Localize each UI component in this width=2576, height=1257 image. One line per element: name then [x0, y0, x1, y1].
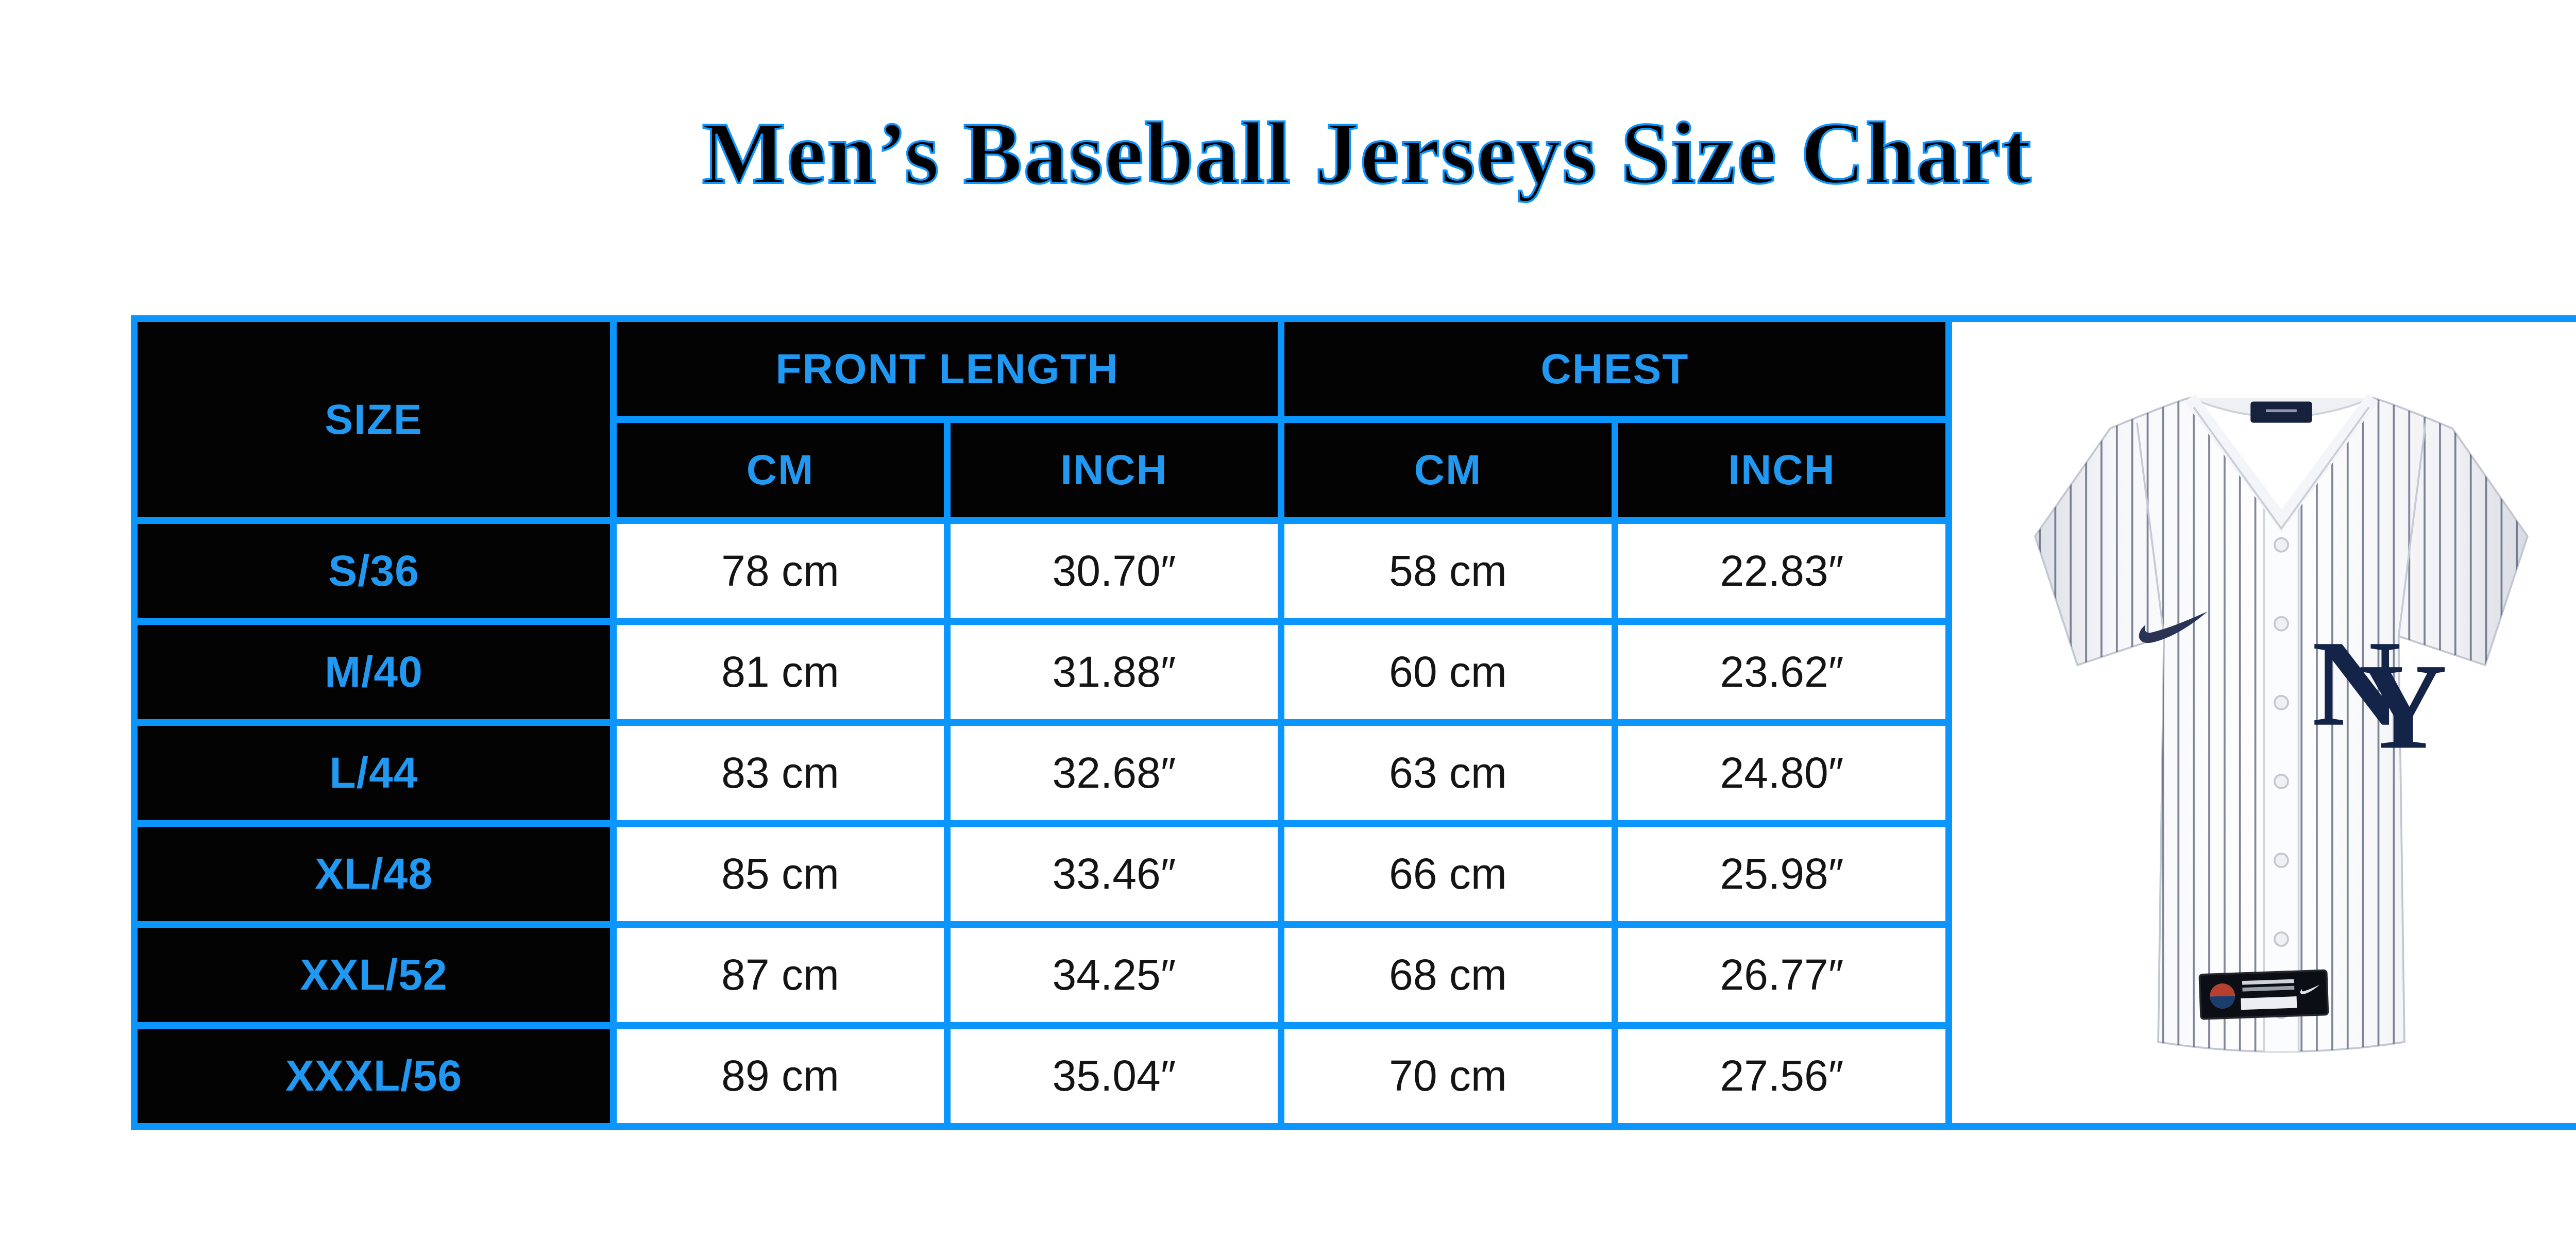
front-cm-cell: 81 cm: [610, 618, 951, 726]
table-row: L/44 83 cm 32.68″ 63 cm 24.80″: [131, 719, 1953, 827]
front-cm-cell: 87 cm: [610, 921, 951, 1029]
front-inch-cell: 34.25″: [944, 921, 1284, 1029]
header-chest-cm: CM: [1278, 416, 1618, 524]
table-header-row-1: SIZE FRONT LENGTH CHEST: [131, 315, 1953, 524]
jersey-collar: [2184, 393, 2378, 532]
table-row: S/36 78 cm 30.70″ 58 cm 22.83″: [131, 517, 1953, 625]
jock-tag: [2198, 969, 2329, 1020]
size-cell: XL/48: [131, 820, 617, 928]
chest-inch-cell: 22.83″: [1611, 517, 1953, 625]
ny-logo: N Y: [2312, 615, 2447, 774]
front-cm-cell: 83 cm: [610, 719, 951, 827]
page-title-wrap: Men’s Baseball Jerseys Size Chart: [0, 105, 2576, 202]
jersey-image: N Y: [2033, 393, 2529, 1052]
size-cell: XXXL/56: [131, 1022, 617, 1130]
chest-inch-cell: 24.80″: [1611, 719, 1953, 827]
front-cm-cell: 89 cm: [610, 1022, 951, 1130]
table-row: XXXL/56 89 cm 35.04″ 70 cm 27.56″: [131, 1022, 1953, 1130]
table-row: XL/48 85 cm 33.46″ 66 cm 25.98″: [131, 820, 1953, 928]
front-inch-cell: 31.88″: [944, 618, 1284, 726]
chest-inch-cell: 23.62″: [1611, 618, 1953, 726]
front-inch-cell: 33.46″: [944, 820, 1284, 928]
header-chest-inch: INCH: [1611, 416, 1953, 524]
size-cell: S/36: [131, 517, 617, 625]
chest-inch-cell: 25.98″: [1611, 820, 1953, 928]
header-front-cm: CM: [610, 416, 951, 524]
front-cm-cell: 85 cm: [610, 820, 951, 928]
size-cell: L/44: [131, 719, 617, 827]
chest-cm-cell: 58 cm: [1278, 517, 1618, 625]
front-inch-cell: 32.68″: [944, 719, 1284, 827]
header-front-inch: INCH: [944, 416, 1284, 524]
ny-logo-letter-n: N: [2312, 615, 2401, 751]
table-row: XXL/52 87 cm 34.25″ 68 cm 26.77″: [131, 921, 1953, 1029]
jersey-photo-panel: N Y: [1945, 315, 2576, 1130]
ny-logo-letter-y: Y: [2358, 638, 2447, 774]
header-size: SIZE: [131, 315, 617, 524]
front-inch-cell: 30.70″: [944, 517, 1284, 625]
chest-cm-cell: 63 cm: [1278, 719, 1618, 827]
size-cell: XXL/52: [131, 921, 617, 1029]
header-front-length: FRONT LENGTH: [610, 315, 1284, 423]
chest-cm-cell: 60 cm: [1278, 618, 1618, 726]
chest-inch-cell: 27.56″: [1611, 1022, 1953, 1130]
size-chart-block: SIZE FRONT LENGTH CHEST CM INCH CM INCH …: [131, 315, 2576, 1130]
chest-cm-cell: 68 cm: [1278, 921, 1618, 1029]
page-title: Men’s Baseball Jerseys Size Chart: [701, 105, 2032, 202]
chest-cm-cell: 66 cm: [1278, 820, 1618, 928]
chest-cm-cell: 70 cm: [1278, 1022, 1618, 1130]
nike-swoosh-icon: [2139, 611, 2208, 643]
size-cell: M/40: [131, 618, 617, 726]
front-inch-cell: 35.04″: [944, 1022, 1284, 1130]
table-header-row-2: CM INCH CM INCH: [134, 416, 1953, 524]
jock-tag-swoosh-icon: [2300, 984, 2319, 994]
header-chest: CHEST: [1277, 315, 1953, 423]
size-table: SIZE FRONT LENGTH CHEST CM INCH CM INCH …: [131, 315, 1953, 1130]
jersey-placket: [2263, 503, 2299, 1051]
table-row: M/40 81 cm 31.88″ 60 cm 23.62″: [131, 618, 1953, 726]
front-cm-cell: 78 cm: [610, 517, 951, 625]
chest-inch-cell: 26.77″: [1611, 921, 1953, 1029]
